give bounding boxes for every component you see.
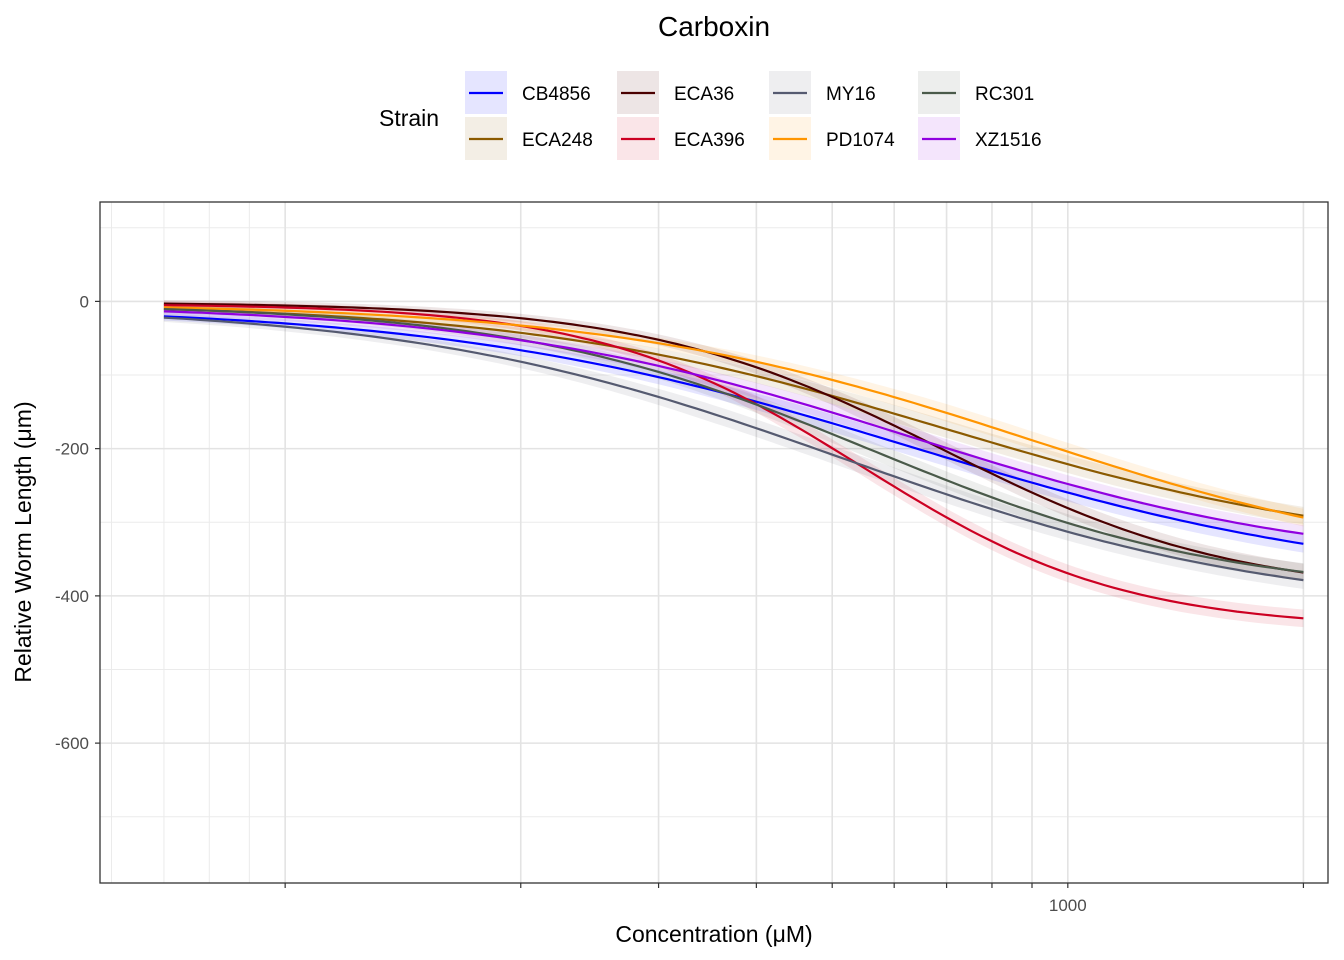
y-tick-label: -200 xyxy=(55,440,89,459)
plot-area xyxy=(99,201,1329,884)
legend-item-rc301: RC301 xyxy=(918,71,1034,114)
y-axis-title: Relative Worm Length (μm) xyxy=(10,401,36,682)
y-axis: 0 -200 -400 -600 xyxy=(55,292,100,753)
legend-label: ECA396 xyxy=(674,130,745,151)
y-tick-label: -400 xyxy=(55,587,89,606)
legend-item-pd1074: PD1074 xyxy=(769,117,895,160)
x-tick-label: 1000 xyxy=(1049,896,1087,915)
line-eca36 xyxy=(163,302,1304,574)
legend-item-cb4856: CB4856 xyxy=(465,71,591,114)
line-eca248 xyxy=(163,307,1304,517)
line-eca396 xyxy=(163,304,1304,620)
band-my16 xyxy=(163,313,1304,589)
chart-title: Carboxin xyxy=(658,11,770,42)
legend-item-eca396: ECA396 xyxy=(617,117,745,160)
line-rc301 xyxy=(163,308,1304,574)
x-axis-title: Concentration (μM) xyxy=(615,921,812,947)
legend-item-my16: MY16 xyxy=(769,71,876,114)
line-xz1516 xyxy=(163,310,1304,535)
band-eca396 xyxy=(163,301,1304,628)
legend-label: ECA248 xyxy=(522,130,593,151)
y-tick-label: -600 xyxy=(55,734,89,753)
panel-border xyxy=(99,201,1329,884)
band-cb4856 xyxy=(163,312,1304,553)
y-tick-label: 0 xyxy=(80,292,89,311)
legend-item-eca248: ECA248 xyxy=(465,117,593,160)
legend-item-eca36: ECA36 xyxy=(617,71,734,114)
legend-label: RC301 xyxy=(975,84,1034,105)
legend-item-xz1516: XZ1516 xyxy=(918,117,1042,160)
legend-label: PD1074 xyxy=(826,130,895,151)
legend-label: XZ1516 xyxy=(975,130,1042,151)
x-axis: 1000 xyxy=(284,883,1305,915)
legend-title: Strain xyxy=(379,105,439,131)
legend: Strain CB4856 ECA248 ECA36 ECA396 MY16 PD1074… xyxy=(379,71,1042,160)
band-xz1516 xyxy=(163,307,1304,543)
legend-label: CB4856 xyxy=(522,84,591,105)
band-eca248 xyxy=(163,305,1304,525)
line-pd1074 xyxy=(163,306,1304,519)
line-my16 xyxy=(163,316,1304,582)
major-gridlines xyxy=(100,202,1328,883)
legend-label: MY16 xyxy=(826,84,876,105)
series-lines xyxy=(163,302,1304,620)
legend-label: ECA36 xyxy=(674,84,734,105)
band-rc301 xyxy=(163,305,1304,581)
